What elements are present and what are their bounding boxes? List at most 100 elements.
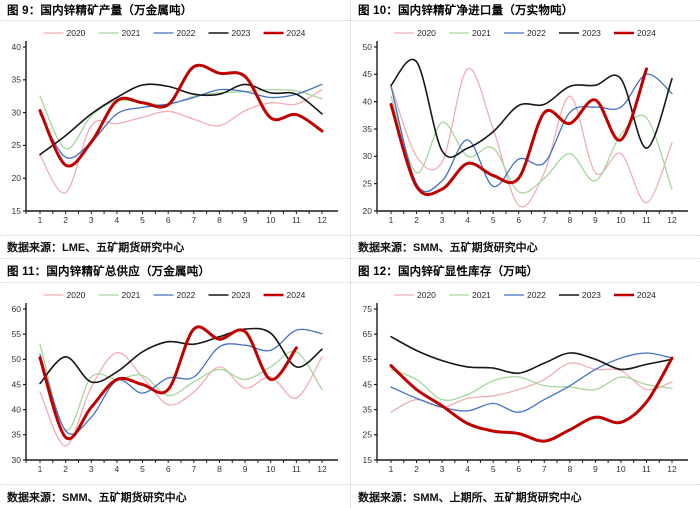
legend-label-2021: 2021 [122,290,141,300]
legend-item-2024: 2024 [263,28,306,38]
x-tick-label: 2 [63,464,68,474]
legend-item-2023: 2023 [559,290,601,300]
x-tick-label: 8 [217,464,222,474]
legend-item-2024: 2024 [263,290,306,300]
y-tick-label: 25 [363,430,373,440]
legend-item-2022: 2022 [504,290,546,300]
legend-label-2020: 2020 [417,28,436,38]
series-line-2020 [39,88,323,194]
x-tick-label: 11 [292,464,301,474]
series-line-2024 [389,356,674,443]
chart-12-title: 图 12：国内锌矿显性库存（万吨） [351,259,700,283]
series-line-2023 [39,83,323,156]
legend-label-2021: 2021 [122,28,141,38]
x-tick-label: 8 [217,215,222,225]
legend-item-2021: 2021 [98,290,141,300]
x-tick-label: 2 [414,215,419,225]
x-tick-label: 11 [642,215,651,225]
y-tick-label: 20 [12,173,22,183]
legend-label-2020: 2020 [417,290,436,300]
x-tick-label: 1 [38,464,43,474]
legend-item-2020: 2020 [394,28,436,38]
x-tick-label: 9 [243,215,248,225]
chart-11-title: 图 11：国内锌精矿总供应（万金属吨） [0,259,350,283]
legend-label-2022: 2022 [527,28,546,38]
x-tick-label: 8 [567,464,572,474]
x-tick-label: 9 [593,215,598,225]
x-tick-label: 12 [317,215,327,225]
panel-chart-11: 图 11：国内锌精矿总供应（万金属吨） 2020 2021 2022 2023 2024… [0,259,350,508]
y-tick-label: 35 [363,404,373,414]
series-line-2023 [39,327,323,385]
legend-item-2024: 2024 [614,290,656,300]
series-line-2022 [390,352,673,413]
x-tick-label: 6 [166,464,171,474]
legend-item-2021: 2021 [449,290,491,300]
x-tick-label: 11 [642,464,651,474]
series-line-2021 [39,343,323,431]
legend-item-2021: 2021 [449,28,491,38]
y-tick-label: 30 [12,455,22,465]
y-tick-label: 25 [363,178,373,188]
y-tick-label: 15 [12,206,22,216]
x-tick-label: 10 [266,464,276,474]
legend-label-2024: 2024 [287,290,306,300]
legend-label-2021: 2021 [472,28,491,38]
chart-10-source: 数据来源：SMM、五矿期货研究中心 [351,235,700,259]
panel-chart-9: 图 9：国内锌精矿产量（万金属吨） 2020 2021 2022 2023 2024 15… [0,0,350,259]
x-tick-label: 5 [140,215,145,225]
chart-10-title: 图 10：国内锌精矿净进口量（万实物吨） [351,0,700,21]
series-line-2024 [389,67,648,196]
series-line-2024 [38,325,298,441]
x-tick-label: 1 [38,215,43,225]
legend-item-2020: 2020 [43,290,86,300]
series-line-2021 [390,368,673,401]
legend-item-2020: 2020 [43,28,86,38]
chart-9-title: 图 9：国内锌精矿产量（万金属吨） [0,0,350,21]
x-tick-label: 7 [191,215,196,225]
legend-item-2020: 2020 [394,290,436,300]
y-tick-label: 15 [363,455,373,465]
x-tick-label: 9 [593,464,598,474]
y-tick-label: 65 [363,329,373,339]
legend-label-2021: 2021 [472,290,491,300]
x-tick-label: 10 [266,215,276,225]
x-tick-label: 4 [465,464,470,474]
x-tick-label: 12 [317,464,327,474]
x-tick-label: 6 [516,215,521,225]
chart-11-source: 数据来源：SMM、五矿期货研究中心 [0,484,350,508]
y-tick-label: 25 [12,140,22,150]
series-line-2020 [390,68,673,208]
y-tick-label: 45 [363,69,373,79]
x-tick-label: 11 [292,215,301,225]
chart-12-source: 数据来源：SMM、上期所、五矿期货研究中心 [351,484,700,508]
y-tick-label: 50 [12,354,22,364]
legend-item-2023: 2023 [208,28,251,38]
legend-label-2023: 2023 [582,290,601,300]
x-tick-label: 12 [667,215,677,225]
series-line-2021 [390,95,673,194]
x-tick-label: 3 [89,464,94,474]
x-tick-label: 10 [616,215,626,225]
y-tick-label: 30 [363,151,373,161]
x-tick-label: 1 [389,215,394,225]
legend-label-2020: 2020 [67,28,86,38]
legend-label-2022: 2022 [177,290,196,300]
x-tick-label: 5 [491,215,496,225]
legend-item-2023: 2023 [559,28,601,38]
x-tick-label: 7 [191,464,196,474]
x-tick-label: 5 [491,464,496,474]
panel-chart-12: 图 12：国内锌矿显性库存（万吨） 2020 2021 2022 2023 2024 15… [350,259,700,508]
legend-item-2022: 2022 [153,290,196,300]
x-tick-label: 4 [115,464,120,474]
x-tick-label: 7 [542,464,547,474]
y-tick-label: 40 [12,404,22,414]
legend-label-2022: 2022 [527,290,546,300]
y-tick-label: 60 [12,304,22,314]
x-tick-label: 2 [63,215,68,225]
